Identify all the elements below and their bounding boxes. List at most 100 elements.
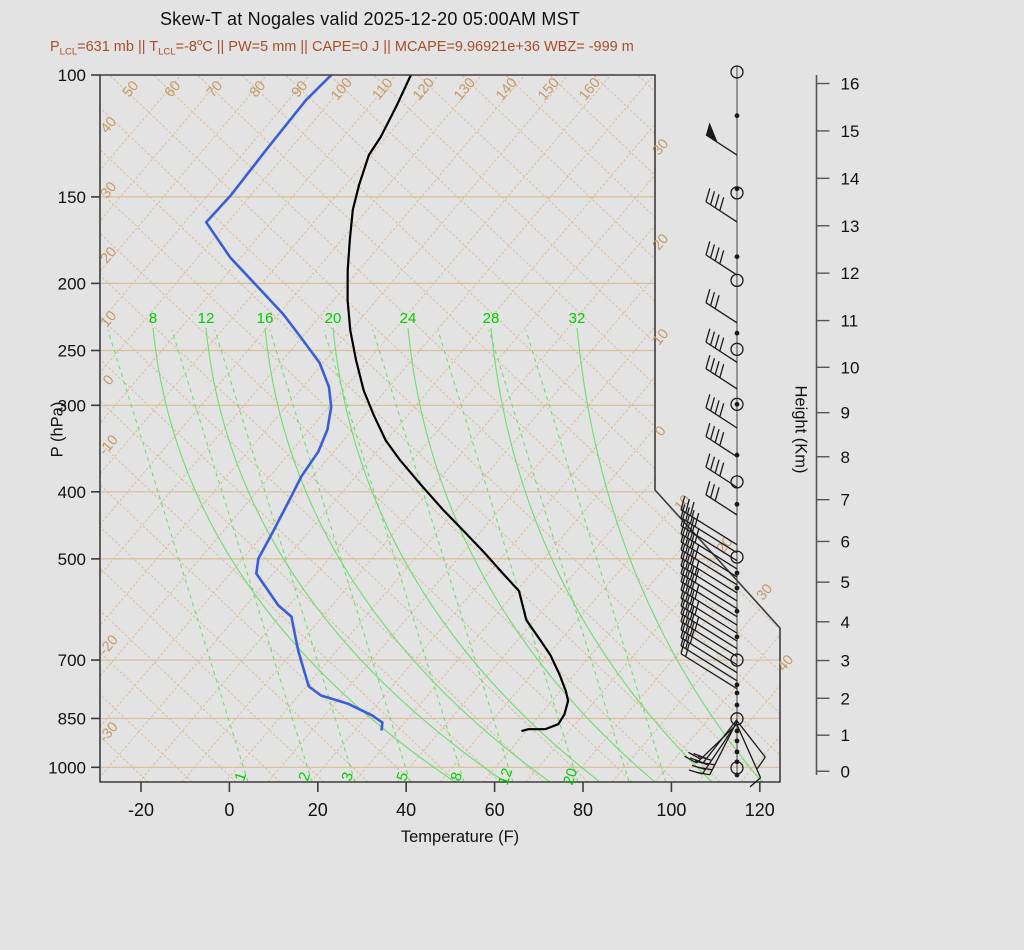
wind-barb-feather xyxy=(689,598,695,613)
pressure-axis-title: P (hPa) xyxy=(48,401,67,458)
wind-barb-shaft xyxy=(705,436,738,458)
isotherm-line xyxy=(525,75,780,782)
moist-adiabat-label: 8 xyxy=(149,310,157,327)
wind-barb-feather xyxy=(714,400,720,415)
wind-barb-feather xyxy=(685,635,690,649)
wind-barb-shaft xyxy=(696,723,738,764)
x-tick-label: 0 xyxy=(224,800,234,820)
dry-adiabat-line xyxy=(725,75,780,782)
isotherm-line xyxy=(697,75,780,782)
wind-barb-feather xyxy=(685,626,690,641)
isotherm-line xyxy=(267,75,780,782)
mixing-ratio-line xyxy=(171,329,313,782)
isotherm-line xyxy=(138,75,741,782)
height-tick-label: 11 xyxy=(841,312,859,331)
wind-barb-shaft xyxy=(705,201,738,223)
x-axis-title: Temperature (F) xyxy=(400,828,520,846)
isotherm-label-left: 10 xyxy=(98,308,121,331)
dry-adiabat-line xyxy=(100,75,457,782)
isotherm-line xyxy=(396,75,780,782)
wind-barb-feather xyxy=(680,592,686,607)
isotherm-label-top: 160 xyxy=(576,75,604,104)
height-tick-label: 16 xyxy=(841,75,860,94)
moist-adiabat-line xyxy=(264,327,551,782)
x-tick-label: 40 xyxy=(396,800,416,820)
moist-adiabat-label: 28 xyxy=(483,310,500,327)
wind-barb-feather xyxy=(719,462,725,477)
wind-barb-feather xyxy=(689,565,695,580)
isotherm-label-top: 90 xyxy=(289,78,312,101)
height-tick-label: 14 xyxy=(841,169,860,188)
height-tick-label: 8 xyxy=(841,448,850,467)
isotherm-line xyxy=(100,75,526,782)
wind-level-dot xyxy=(734,330,740,336)
plot-border xyxy=(99,74,781,783)
wind-barb-feather xyxy=(694,585,700,599)
pressure-tick-label: 250 xyxy=(58,341,86,360)
wind-barb-feather xyxy=(680,616,686,630)
isotherm-line xyxy=(100,75,225,782)
moist-adiabat-line xyxy=(205,327,506,782)
dry-adiabat-line xyxy=(461,75,780,782)
height-tick-label: 13 xyxy=(841,217,860,236)
height-tick-label: 7 xyxy=(841,491,850,510)
wind-barb-feather xyxy=(691,764,706,771)
wind-calm-circle xyxy=(730,342,744,356)
wind-circled-dot-center xyxy=(734,401,740,407)
wind-barb-feather xyxy=(685,602,690,617)
wind-barb-shaft xyxy=(705,302,738,324)
wind-barb-feather xyxy=(684,755,698,764)
wind-barb-feather xyxy=(685,579,690,594)
wind-level-dot xyxy=(734,682,740,688)
wind-barb-shaft xyxy=(705,341,738,363)
wind-barb-feather xyxy=(680,624,686,638)
wind-barb-feather xyxy=(705,355,711,369)
x-tick-label: 120 xyxy=(745,800,775,820)
wind-barb-feather xyxy=(689,526,695,540)
moist-adiabat-line xyxy=(490,327,713,782)
wind-barb-feather xyxy=(680,504,686,519)
wind-barb-feather xyxy=(680,552,686,567)
isotherm-line xyxy=(740,75,780,782)
wind-barb-feather xyxy=(680,600,686,614)
wind-barb-feather xyxy=(705,453,711,468)
mixing-ratio-line xyxy=(525,329,667,782)
dry-adiabat-line xyxy=(505,75,780,782)
dry-adiabat-line xyxy=(549,75,780,782)
wind-barb-feather xyxy=(680,632,686,646)
wind-barb-feather xyxy=(714,247,720,262)
wind-barb-feather xyxy=(689,541,695,556)
height-tick-label: 0 xyxy=(841,762,850,781)
wind-barb-feather xyxy=(709,397,716,412)
wind-barb-feather xyxy=(705,394,711,409)
wind-barb-feather xyxy=(680,536,686,551)
wind-barb-shaft xyxy=(705,254,738,276)
wind-barb-shaft xyxy=(705,494,738,516)
wind-barb-feather xyxy=(714,334,720,349)
wind-barb-feather xyxy=(689,613,695,628)
wind-calm-circle xyxy=(730,712,744,726)
pressure-tick-label: 150 xyxy=(58,188,86,207)
wind-barb-feather xyxy=(680,607,686,622)
wind-barb-feather xyxy=(714,459,720,474)
wind-level-dot xyxy=(734,738,740,744)
moist-adiabat-line xyxy=(407,327,656,782)
pressure-axis: 100 150 200 250 300 400 500 700 850 1000 xyxy=(48,66,100,777)
isotherm-label-top: 60 xyxy=(162,78,185,101)
wind-barb-feather xyxy=(685,531,690,546)
isotherm-label-left: 20 xyxy=(98,244,121,267)
wind-barb-feather xyxy=(705,289,711,303)
wind-barb-feather xyxy=(685,587,690,602)
wind-barb-feather xyxy=(680,584,686,599)
isotherm-line xyxy=(568,75,780,782)
x-tick-label: 80 xyxy=(573,800,593,820)
moist-adiabat-label: 32 xyxy=(569,310,586,327)
moist-adiabat-line xyxy=(152,327,456,782)
dry-adiabat-line xyxy=(100,75,589,782)
wind-barb-feather xyxy=(689,534,695,549)
wind-barb-feather xyxy=(719,403,725,418)
wind-barb-feather xyxy=(709,244,716,259)
wind-level-dot xyxy=(734,186,740,192)
isotherm-line xyxy=(224,75,780,782)
